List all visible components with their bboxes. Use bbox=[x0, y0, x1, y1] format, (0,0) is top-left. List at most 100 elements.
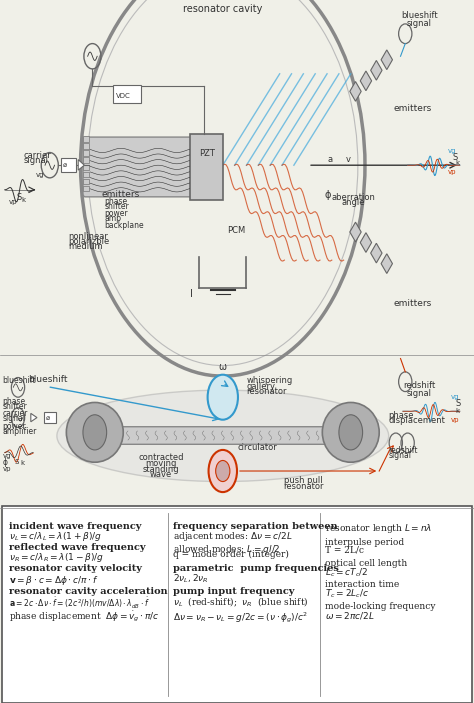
Text: gallery: gallery bbox=[246, 382, 275, 391]
Text: aberration: aberration bbox=[332, 193, 376, 202]
Text: vp: vp bbox=[2, 466, 11, 472]
FancyBboxPatch shape bbox=[44, 412, 56, 423]
Polygon shape bbox=[31, 413, 37, 422]
Ellipse shape bbox=[66, 402, 123, 463]
Text: standing: standing bbox=[143, 465, 180, 474]
Text: phase displacement  $\Delta\phi = \dot{v}_g \cdot \pi/c$: phase displacement $\Delta\phi = \dot{v}… bbox=[9, 610, 160, 624]
Text: PZT: PZT bbox=[199, 149, 215, 158]
Bar bbox=[83, 136, 89, 142]
Ellipse shape bbox=[57, 390, 389, 482]
Text: frequency separation between: frequency separation between bbox=[173, 522, 337, 531]
Text: k: k bbox=[22, 198, 26, 203]
FancyBboxPatch shape bbox=[61, 158, 76, 172]
Text: signal: signal bbox=[407, 389, 432, 398]
Text: shifter: shifter bbox=[104, 202, 129, 211]
Text: resonator cavity acceleration: resonator cavity acceleration bbox=[9, 587, 168, 596]
Text: $\nu_L$  (red-shift);  $\nu_R$  (blue shift): $\nu_L$ (red-shift); $\nu_R$ (blue shift… bbox=[173, 595, 309, 609]
Text: phase: phase bbox=[104, 197, 128, 206]
Text: k: k bbox=[455, 160, 459, 166]
Text: whispering: whispering bbox=[246, 376, 293, 385]
Text: circulator: circulator bbox=[237, 443, 277, 452]
Text: S: S bbox=[17, 193, 22, 202]
Polygon shape bbox=[381, 254, 392, 273]
Text: $\nu_L = c/\lambda_L = \lambda(1 + \beta)/g$: $\nu_L = c/\lambda_L = \lambda(1 + \beta… bbox=[9, 530, 103, 543]
Text: interaction time: interaction time bbox=[325, 580, 399, 589]
FancyBboxPatch shape bbox=[69, 427, 377, 444]
Text: reflected wave frequency: reflected wave frequency bbox=[9, 543, 146, 552]
Text: power: power bbox=[2, 422, 26, 431]
Text: resonator: resonator bbox=[246, 387, 287, 396]
Polygon shape bbox=[371, 60, 382, 80]
Text: resonator cavity velocity: resonator cavity velocity bbox=[9, 564, 142, 573]
Text: optical cell length: optical cell length bbox=[325, 559, 407, 568]
Polygon shape bbox=[381, 50, 392, 70]
Text: emitters: emitters bbox=[393, 299, 432, 308]
Text: signal: signal bbox=[2, 414, 26, 423]
Bar bbox=[83, 157, 89, 163]
Text: backplane: backplane bbox=[104, 221, 144, 230]
Text: displacement: displacement bbox=[389, 416, 446, 425]
Text: v: v bbox=[346, 155, 351, 164]
Text: redshift: redshift bbox=[389, 446, 418, 456]
Text: vg: vg bbox=[448, 148, 456, 153]
Text: allowed modes: $L = ql/2$: allowed modes: $L = ql/2$ bbox=[173, 543, 281, 555]
Circle shape bbox=[216, 460, 230, 482]
Text: signal: signal bbox=[407, 19, 432, 28]
Text: blueshift: blueshift bbox=[28, 375, 68, 385]
Bar bbox=[83, 186, 89, 191]
Bar bbox=[83, 143, 89, 149]
Text: vp: vp bbox=[9, 199, 17, 205]
Text: parametric  pump frequencies: parametric pump frequencies bbox=[173, 564, 339, 573]
Text: ω: ω bbox=[219, 363, 227, 373]
Text: ⌀: ⌀ bbox=[63, 162, 67, 168]
Text: a: a bbox=[327, 155, 332, 164]
Text: vg: vg bbox=[2, 453, 11, 459]
Polygon shape bbox=[78, 160, 84, 170]
Text: resonator cavity: resonator cavity bbox=[183, 4, 263, 14]
Text: resonator length $L = n\lambda$: resonator length $L = n\lambda$ bbox=[325, 522, 432, 534]
Text: S: S bbox=[14, 459, 18, 465]
Text: k: k bbox=[455, 408, 459, 414]
Text: moving: moving bbox=[146, 459, 177, 468]
Text: blueshift: blueshift bbox=[2, 376, 36, 385]
Text: vg: vg bbox=[450, 394, 459, 399]
Text: ⌀: ⌀ bbox=[46, 415, 50, 420]
Text: shifter: shifter bbox=[2, 402, 27, 411]
Text: incident wave frequency: incident wave frequency bbox=[9, 522, 142, 531]
Text: phase: phase bbox=[2, 397, 26, 406]
Text: vp: vp bbox=[448, 169, 456, 175]
Bar bbox=[83, 165, 89, 170]
Circle shape bbox=[83, 415, 107, 450]
Text: ϕ: ϕ bbox=[2, 458, 8, 467]
Text: power: power bbox=[104, 209, 128, 218]
Bar bbox=[83, 172, 89, 177]
Text: VDC: VDC bbox=[116, 93, 131, 98]
Text: k: k bbox=[20, 460, 24, 466]
Text: $L_c = cT_c/2$: $L_c = cT_c/2$ bbox=[325, 567, 368, 579]
Text: amp: amp bbox=[104, 214, 121, 223]
Text: emitters: emitters bbox=[393, 104, 432, 113]
Text: vp: vp bbox=[450, 417, 459, 423]
Text: $\mathbf{a} = 2c \cdot \Delta\nu \cdot \dot{f} = (2c^2/h)(mv/\Delta\lambda) \cdo: $\mathbf{a} = 2c \cdot \Delta\nu \cdot \… bbox=[9, 595, 150, 611]
Text: q = mode order (integer): q = mode order (integer) bbox=[173, 550, 289, 559]
Text: $T_c = 2L_c/c$: $T_c = 2L_c/c$ bbox=[325, 588, 369, 600]
FancyBboxPatch shape bbox=[83, 137, 197, 197]
Text: medium: medium bbox=[69, 242, 103, 251]
Polygon shape bbox=[350, 82, 361, 101]
Bar bbox=[83, 179, 89, 184]
Text: I: I bbox=[190, 289, 192, 299]
Text: blueshift: blueshift bbox=[401, 11, 438, 20]
Text: phase: phase bbox=[389, 411, 414, 420]
Text: emitters: emitters bbox=[102, 190, 140, 199]
Circle shape bbox=[339, 415, 363, 450]
Text: amplifier: amplifier bbox=[2, 427, 37, 436]
Text: $\omega = 2\pi c/2L$: $\omega = 2\pi c/2L$ bbox=[325, 610, 374, 621]
FancyBboxPatch shape bbox=[190, 134, 223, 200]
Text: pump input frequency: pump input frequency bbox=[173, 587, 294, 596]
Text: contracted: contracted bbox=[138, 453, 184, 463]
Text: wave: wave bbox=[150, 470, 172, 479]
Text: adjacent modes: $\Delta\nu = c/2L$: adjacent modes: $\Delta\nu = c/2L$ bbox=[173, 530, 292, 543]
Text: T = 2L/c: T = 2L/c bbox=[325, 546, 364, 555]
Ellipse shape bbox=[322, 402, 379, 463]
Text: signal: signal bbox=[24, 156, 49, 165]
